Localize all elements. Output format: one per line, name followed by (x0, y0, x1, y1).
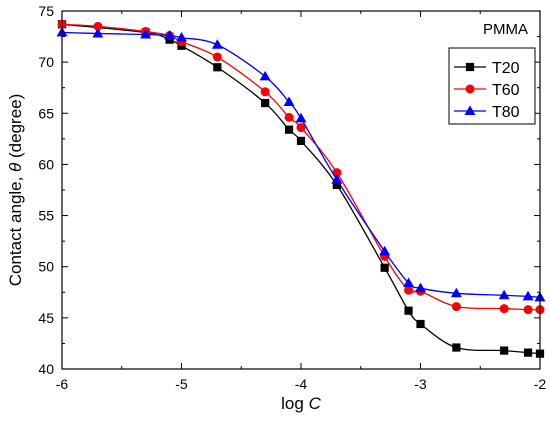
y-title-prefix: Contact angle, (6, 172, 25, 286)
series-t60 (57, 19, 545, 315)
y-tick-label: 60 (38, 156, 54, 172)
y-tick-label: 55 (38, 208, 54, 224)
y-tick-label: 50 (38, 259, 54, 275)
legend-items: T20 T60 T80 (454, 60, 520, 121)
legend-marker-t80 (464, 105, 476, 115)
data-point-t20 (284, 125, 294, 134)
data-point-t80 (379, 245, 391, 256)
plot-frame (61, 10, 541, 370)
legend: T20 T60 T80 (448, 47, 536, 125)
data-point-t60 (451, 302, 461, 312)
data-point-t60 (260, 87, 270, 97)
data-point-t60 (523, 305, 533, 315)
data-point-t80 (211, 39, 223, 49)
data-point-t80 (164, 29, 176, 40)
chart-annotation: PMMA (483, 21, 528, 38)
data-point-t60 (404, 285, 414, 295)
data-point-t80 (92, 27, 104, 38)
data-point-t80 (522, 290, 534, 301)
data-point-t20 (296, 136, 306, 146)
data-point-t20 (416, 319, 425, 329)
legend-item-t60: T60 (454, 82, 520, 99)
data-point-t20 (261, 98, 270, 108)
y-tick-label: 40 (38, 361, 54, 377)
x-tick-label: -4 (295, 376, 308, 392)
data-point-t80 (283, 96, 295, 106)
data-point-t60 (284, 112, 294, 122)
x-tick-label: -2 (534, 376, 547, 392)
legend-label-t60: T60 (492, 82, 520, 99)
data-point-t20 (404, 306, 413, 315)
x-tick-label: -3 (414, 376, 427, 392)
legend-label-t20: T20 (492, 60, 520, 77)
legend-marker-t60 (465, 84, 475, 94)
legend-label-t80: T80 (492, 104, 520, 121)
series-layer (56, 19, 546, 358)
data-point-t60 (499, 304, 509, 314)
data-point-t20 (452, 343, 461, 352)
data-point-t20 (500, 346, 509, 355)
x-tick-label: -6 (56, 376, 69, 392)
y-tick-label: 65 (38, 105, 54, 121)
y-title-suffix: (degree) (6, 94, 25, 163)
data-point-t80 (295, 112, 307, 123)
data-point-t80 (331, 174, 343, 184)
series-t80 (56, 26, 546, 302)
x-title-variable: C (309, 394, 322, 413)
data-point-t80 (176, 31, 187, 42)
legend-item-t20: T20 (454, 60, 520, 77)
data-point-t80 (415, 282, 426, 293)
data-point-t80 (450, 287, 462, 298)
y-tick-label: 70 (38, 54, 54, 70)
x-axis-title: log C (281, 394, 321, 413)
data-point-t80 (140, 28, 152, 39)
data-point-t20 (523, 348, 533, 357)
data-point-t80 (259, 70, 271, 81)
y-tick-label: 75 (38, 3, 54, 19)
data-point-t60 (212, 52, 222, 62)
y-title-variable: θ (6, 162, 25, 172)
legend-item-t80: T80 (454, 104, 520, 121)
x-title-prefix: log (281, 394, 308, 413)
data-point-t20 (380, 263, 389, 272)
y-tick-label: 45 (38, 310, 54, 326)
data-point-t20 (213, 63, 222, 72)
data-point-t60 (296, 123, 306, 133)
y-axis-title: Contact angle, θ (degree) (6, 94, 25, 287)
x-tick-label: -5 (175, 376, 188, 392)
data-point-t80 (498, 289, 510, 300)
data-point-t80 (403, 277, 415, 288)
legend-marker-t20 (465, 62, 475, 72)
